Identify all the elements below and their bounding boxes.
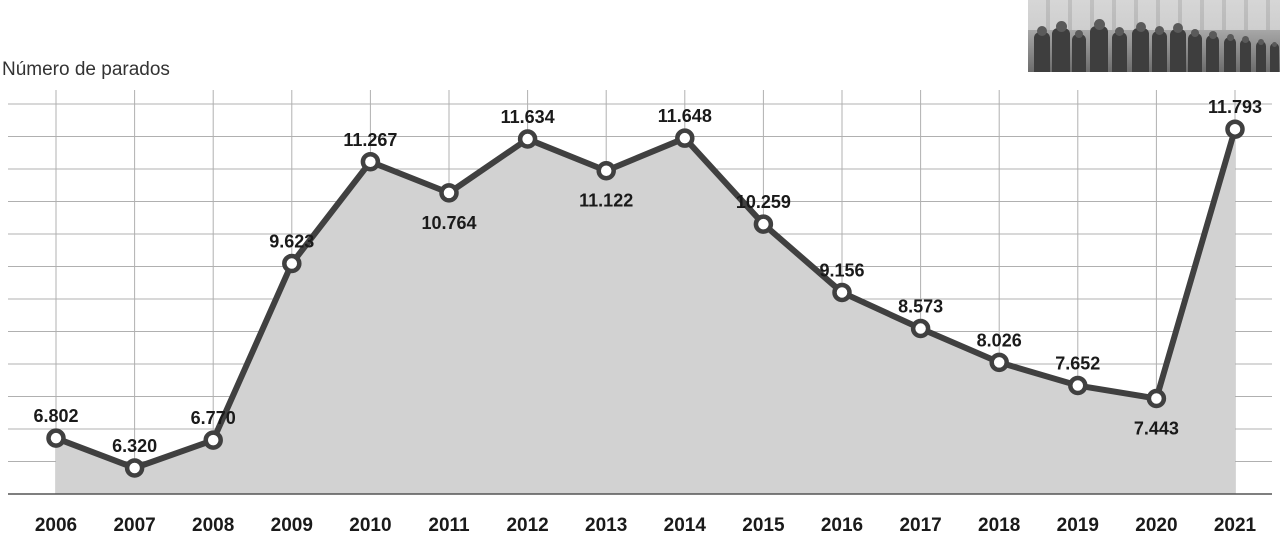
x-tick-label: 2009: [271, 515, 313, 536]
data-label: 8.573: [898, 297, 943, 317]
photo-person: [1052, 28, 1070, 72]
x-tick-label: 2007: [113, 515, 155, 536]
queue-photo: [1028, 0, 1280, 72]
photo-person-head: [1191, 29, 1199, 37]
data-point: [1068, 375, 1088, 396]
data-point: [282, 253, 302, 274]
photo-person-head: [1173, 23, 1183, 33]
x-tick-label: 2014: [664, 515, 707, 536]
photo-person-head: [1208, 31, 1217, 39]
photo-person: [1112, 32, 1127, 72]
photo-person-head: [1135, 22, 1146, 32]
photo-person-head: [1272, 42, 1277, 47]
x-tick-label: 2018: [978, 515, 1020, 536]
x-tick-label: 2015: [742, 515, 785, 536]
photo-person-head: [1055, 21, 1067, 32]
photo-person-head: [1155, 26, 1164, 35]
x-tick-label: 2017: [899, 515, 941, 536]
x-tick-label: 2006: [35, 515, 77, 536]
x-tick-label: 2020: [1135, 515, 1177, 536]
data-label: 11.267: [343, 130, 397, 150]
x-tick-label: 2010: [349, 515, 391, 536]
photo-person-head: [1242, 36, 1249, 43]
data-label: 7.652: [1055, 354, 1100, 374]
photo-person-head: [1037, 26, 1047, 36]
photo-person-head: [1075, 30, 1083, 38]
x-tick-label: 2021: [1214, 515, 1257, 536]
x-tick-label: 2012: [506, 515, 548, 536]
photo-person: [1256, 41, 1266, 72]
photo-background: [1028, 0, 1280, 30]
x-tick-label: 2011: [428, 515, 470, 536]
data-label: 11.793: [1208, 97, 1262, 117]
data-label: 6.802: [33, 406, 78, 426]
area-fill: [56, 129, 1235, 494]
x-tick-label: 2013: [585, 515, 627, 536]
photo-person-head: [1115, 27, 1124, 36]
data-label: 11.648: [658, 106, 712, 126]
data-label: 9.156: [819, 260, 864, 280]
data-point: [675, 128, 695, 148]
photo-person: [1240, 39, 1251, 72]
data-label: 9.623: [269, 232, 314, 252]
data-label: 6.770: [191, 408, 236, 428]
data-point: [203, 430, 223, 450]
photo-person-head: [1226, 34, 1234, 41]
data-label: 10.259: [736, 192, 791, 212]
data-point: [46, 428, 66, 448]
data-point: [910, 318, 931, 339]
data-label: 10.764: [421, 213, 476, 233]
photo-person: [1188, 33, 1202, 72]
x-tick-label: 2019: [1057, 515, 1099, 536]
data-points: [46, 119, 1245, 478]
data-point: [439, 183, 459, 203]
photo-person: [1152, 31, 1167, 72]
photo-person-head: [1093, 19, 1105, 30]
series-line: [54, 128, 1238, 471]
data-point: [124, 458, 145, 478]
x-tick-label: 2008: [192, 515, 234, 536]
data-point: [989, 352, 1009, 373]
x-tick-label: 2016: [821, 515, 863, 536]
data-point: [360, 152, 381, 172]
data-point: [596, 160, 616, 181]
photo-person: [1034, 32, 1050, 72]
data-label: 7.443: [1134, 418, 1179, 438]
photo-person: [1224, 37, 1236, 72]
data-labels: 6.802 6.320 6.770 9.623 11.267 10.764 11.634 11…: [33, 97, 1262, 456]
data-point: [1225, 119, 1245, 139]
photo-person: [1072, 34, 1086, 72]
data-point: [517, 129, 538, 149]
photo-person: [1206, 35, 1219, 72]
photo-person: [1170, 29, 1186, 72]
data-label: 11.634: [501, 107, 555, 127]
photo-person: [1132, 28, 1149, 72]
data-label: 6.320: [112, 436, 157, 456]
data-point: [753, 214, 774, 234]
photo-person-head: [1258, 39, 1264, 45]
y-axis-label: Número de parados: [2, 59, 170, 80]
data-point: [1146, 388, 1167, 409]
data-label: 8.026: [977, 330, 1022, 350]
photo-person: [1270, 43, 1279, 72]
data-point: [832, 282, 852, 303]
data-label: 11.122: [579, 191, 633, 211]
photo-person: [1090, 26, 1108, 72]
x-tick-labels: 2006 2007 2008 2009 2010 2011 2012 2013 2014 2015…: [35, 515, 1257, 536]
